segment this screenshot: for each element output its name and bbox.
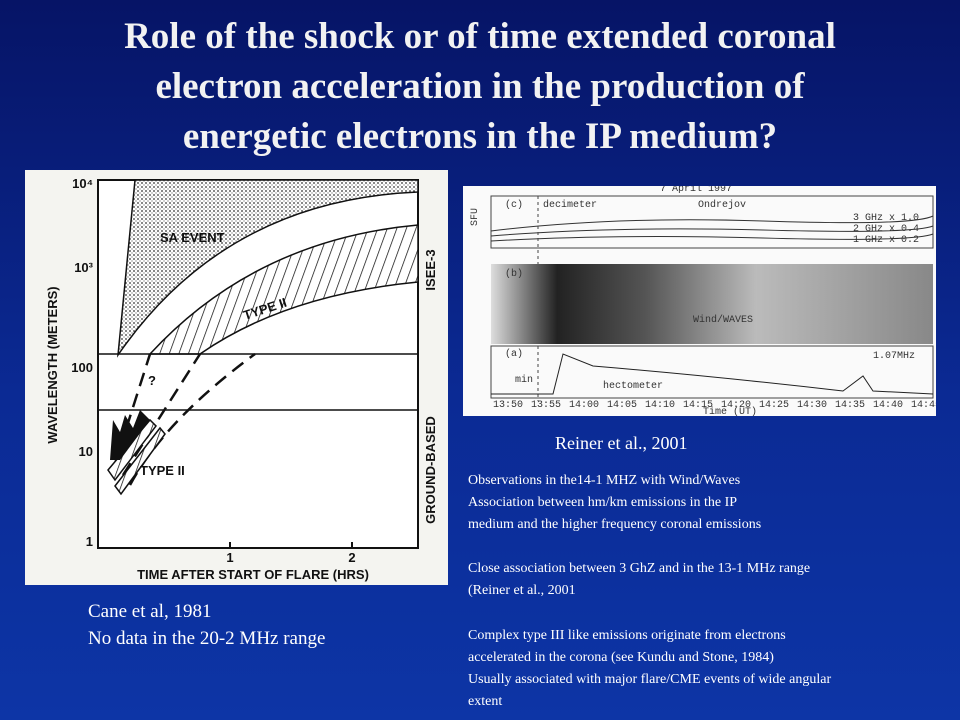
time-tick-label: 14:40 <box>873 400 903 411</box>
time-tick-label: 14:00 <box>569 400 599 411</box>
title-line: electron acceleration in the production … <box>155 66 805 107</box>
time-tick-label: 14:10 <box>645 400 675 411</box>
figure-label: Wind/WAVES <box>693 314 753 326</box>
figure-label: 1.07MHz <box>873 351 915 362</box>
title-line: Role of the shock or of time extended co… <box>124 16 836 57</box>
figure-label: Time (UT) <box>703 406 757 416</box>
note-line: Observations in the14-1 MHZ with Wind/Wa… <box>468 473 741 488</box>
region-label: ? <box>148 373 156 388</box>
slide-title: Role of the shock or of time extended co… <box>0 12 960 162</box>
figure-label: SFU <box>470 208 481 226</box>
time-tick-label: 14:30 <box>797 400 827 411</box>
left-caption: Cane et al, 1981 No data in the 20-2 MHz… <box>88 598 325 652</box>
time-ticks: 13:50 13:55 14:00 14:05 14:10 14:15 14:20 14:25… <box>493 400 936 411</box>
figure-label: 3 GHz x 1.0 <box>853 213 919 224</box>
instrument-label: GROUND-BASED <box>423 416 438 524</box>
note-line: (Reiner et al., 2001 <box>468 583 576 598</box>
note-line: Usually associated with major flare/CME … <box>468 672 832 687</box>
figure-date: 7 April 1997 <box>660 186 732 195</box>
figure-label: decimeter <box>543 199 597 211</box>
y-tick-label: 1 <box>86 534 93 549</box>
right-caption: Reiner et al., 2001 <box>555 433 688 453</box>
x-axis-label: TIME AFTER START OF FLARE (HRS) <box>137 567 369 582</box>
caption-line: No data in the 20-2 MHz range <box>88 628 326 649</box>
note-line: extent <box>468 694 503 709</box>
figure-label: hectometer <box>603 380 663 392</box>
time-tick-label: 14:25 <box>759 400 789 411</box>
note-line: Close association between 3 GhZ and in t… <box>468 561 811 576</box>
note-line: Association between hm/km emissions in t… <box>468 495 738 510</box>
time-tick-label: 14:05 <box>607 400 637 411</box>
time-tick-label: 13:50 <box>493 400 523 411</box>
reiner-figure: 7 April 1997 (c) decimeter Ondrejov SFU … <box>463 186 936 416</box>
figure-label: 2 GHz x 0.4 <box>853 224 919 235</box>
x-tick-label: 2 <box>348 550 355 565</box>
time-tick-label: 13:55 <box>531 400 561 411</box>
time-tick-label: 14:35 <box>835 400 865 411</box>
region-label: SA EVENT <box>160 230 225 245</box>
y-axis-label: WAVELENGTH (METERS) <box>45 286 60 443</box>
panel-label: (b) <box>505 268 523 280</box>
time-tick-label: 14:15 <box>683 400 713 411</box>
y-tick-label: 100 <box>71 360 93 375</box>
x-tick-label: 1 <box>226 550 233 565</box>
title-line: energetic electrons in the IP medium? <box>182 116 778 157</box>
note-line: Complex type III like emissions originat… <box>468 628 786 643</box>
panel-label: (c) <box>505 199 523 211</box>
cane-figure: 10⁴ 10³ 100 10 1 1 2 TIME AFTER START OF… <box>25 170 448 585</box>
figure-label: Ondrejov <box>698 199 746 211</box>
instrument-label: ISEE-3 <box>423 249 438 290</box>
region-label: TYPE II <box>140 463 185 478</box>
y-tick-label: 10 <box>79 444 93 459</box>
panel-label: (a) <box>505 348 523 360</box>
figure-label: 1 GHz x 0.2 <box>853 235 919 246</box>
caption-line: Cane et al, 1981 <box>88 601 212 622</box>
note-line: medium and the higher frequency coronal … <box>468 517 762 532</box>
time-tick-label: 14:20 <box>721 400 751 411</box>
figure-label: min <box>515 374 533 386</box>
y-tick-label: 10⁴ <box>72 176 93 191</box>
note-line: accelerated in the corona (see Kundu and… <box>468 650 774 665</box>
y-tick-label: 10³ <box>74 260 93 275</box>
time-tick-label: 14:45 <box>911 400 936 411</box>
